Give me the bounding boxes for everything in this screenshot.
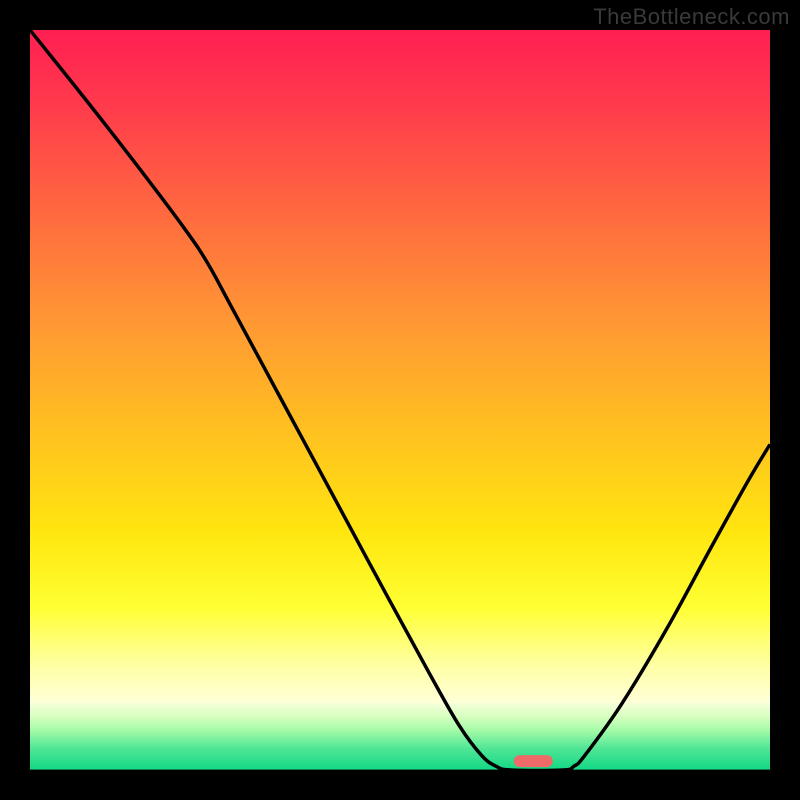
- chart-frame: TheBottleneck.com: [0, 0, 800, 800]
- plot-area: [30, 30, 770, 770]
- watermark-text: TheBottleneck.com: [593, 4, 790, 30]
- bottleneck-curve: [30, 30, 770, 770]
- optimal-marker: [514, 755, 552, 767]
